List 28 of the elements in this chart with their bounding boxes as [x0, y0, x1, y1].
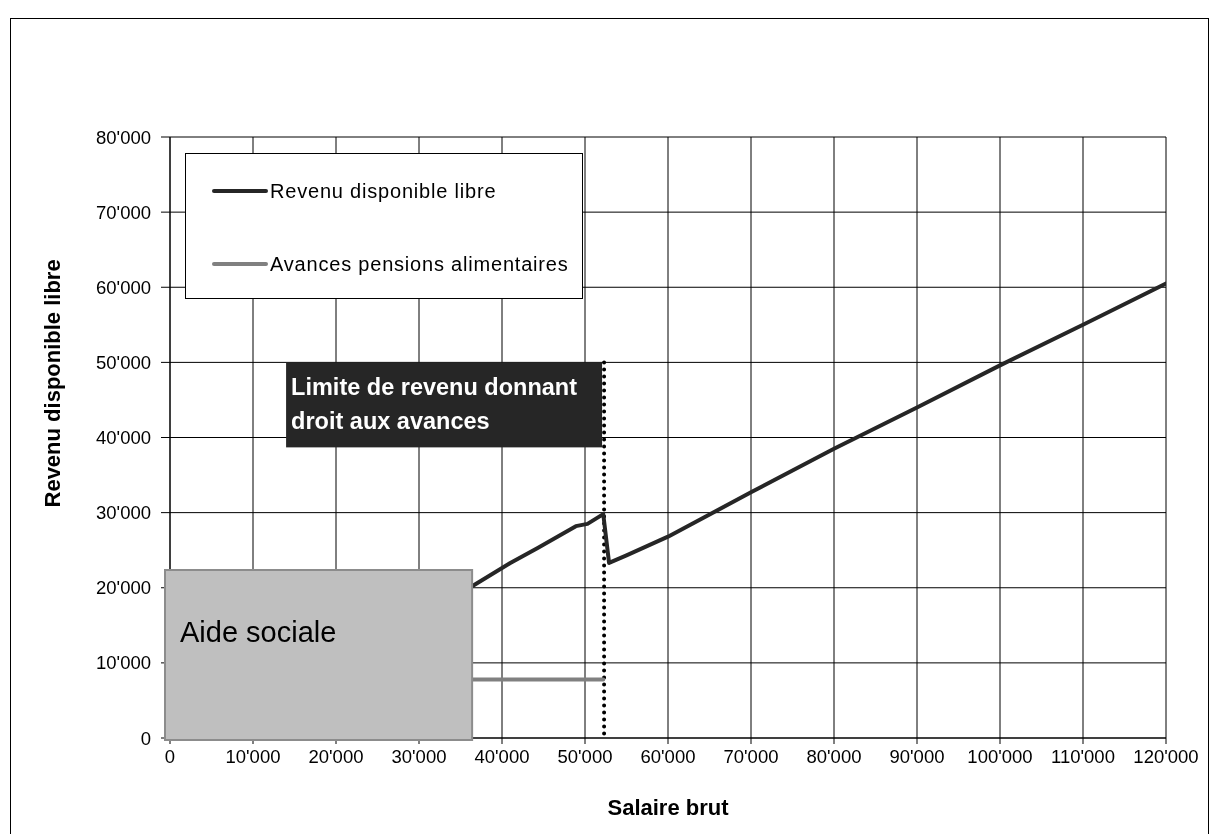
y-tick-label: 20'000 — [96, 577, 151, 599]
x-tick-label: 90'000 — [889, 746, 945, 768]
x-tick-label: 120'000 — [1133, 746, 1199, 768]
x-tick-label: 10'000 — [225, 746, 281, 768]
x-tick-label: 50'000 — [557, 746, 613, 768]
x-tick-label: 70'000 — [723, 746, 779, 768]
y-tick-label: 60'000 — [96, 276, 151, 298]
y-tick-label: 40'000 — [96, 427, 151, 449]
legend-label: Avances pensions alimentaires — [270, 252, 569, 276]
x-tick-label: 80'000 — [806, 746, 862, 768]
y-tick-label: 10'000 — [96, 652, 151, 674]
x-axis-title: Salaire brut — [607, 795, 730, 820]
x-tick-label: 40'000 — [474, 746, 530, 768]
y-tick-label: 80'000 — [96, 126, 151, 148]
x-tick-label: 0 — [164, 746, 176, 768]
y-tick-label: 70'000 — [96, 201, 151, 223]
y-tick-label: 50'000 — [96, 351, 151, 373]
x-tick-label: 100'000 — [967, 746, 1033, 768]
y-tick-label: 0 — [140, 727, 151, 749]
y-tick-label: 30'000 — [96, 502, 151, 524]
annotation: Aide sociale — [180, 616, 337, 648]
x-tick-label: 20'000 — [308, 746, 364, 768]
x-tick-label: 110'000 — [1051, 746, 1115, 768]
x-tick-label: 30'000 — [391, 746, 447, 768]
y-axis-title: Revenu disponible libre — [39, 259, 65, 508]
legend-label: Revenu disponible libre — [270, 179, 497, 203]
ref-line-label: Limite de revenu donnant droit aux avances — [291, 374, 578, 435]
x-tick-label: 60'000 — [640, 746, 696, 768]
